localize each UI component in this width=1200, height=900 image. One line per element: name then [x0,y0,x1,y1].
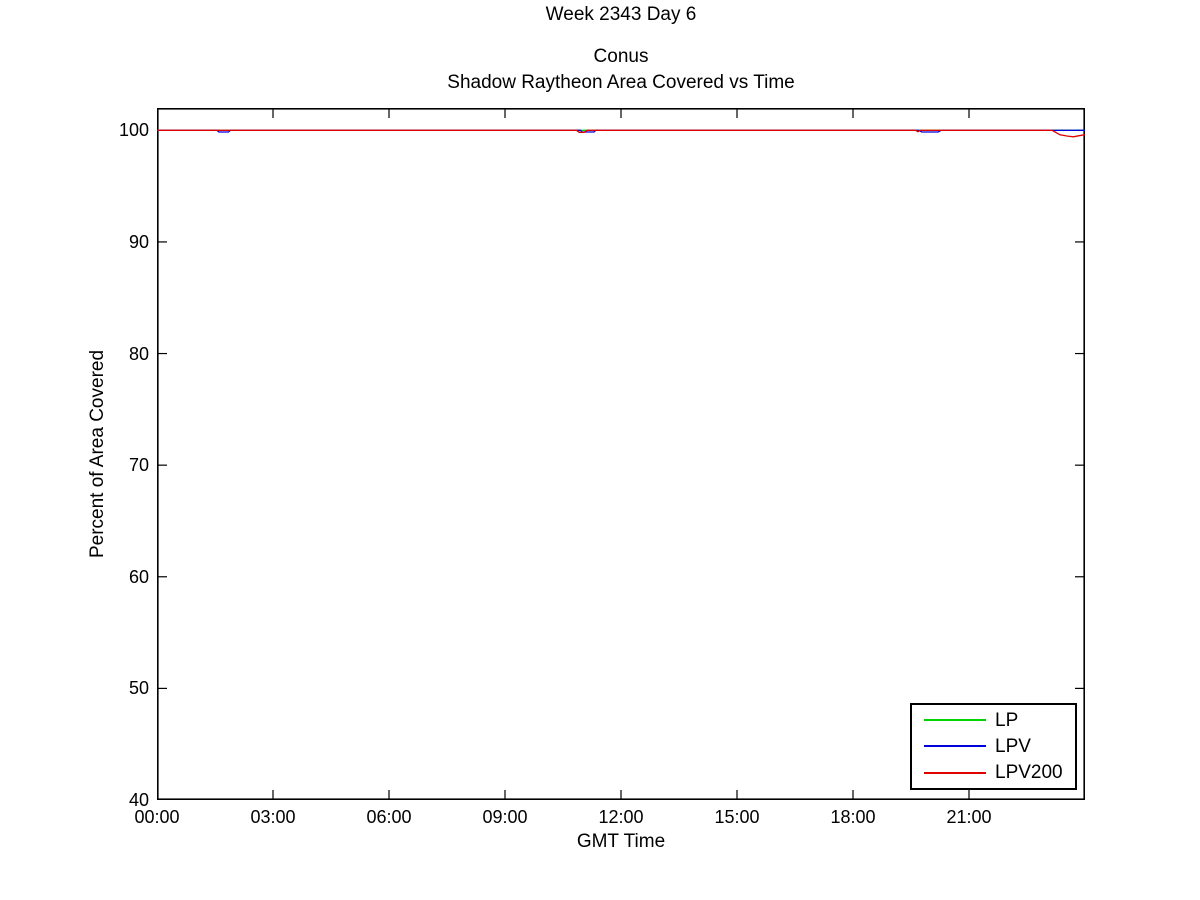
chart-canvas [157,108,1085,800]
x-axis-label: GMT Time [576,831,666,852]
series-line-LPV200 [157,129,1085,138]
legend-item-lpv200: LPV200 [912,763,1075,782]
legend-label-lpv200: LPV200 [995,762,1063,784]
lpv-line-swatch [924,745,986,748]
x-tick-label: 03:00 [250,807,296,827]
legend-item-lp: LP [912,711,1075,730]
x-tick-label: 15:00 [714,807,760,827]
y-tick-label: 50 [128,678,149,699]
legend-box: LP LPV LPV200 [910,703,1077,790]
chart-title-line-2: Shadow Raytheon Area Covered vs Time [447,72,795,93]
x-tick-label: 09:00 [482,807,528,827]
y-tick-label: 90 [128,231,149,252]
x-tick-label: 00:00 [134,807,180,827]
legend-label-lpv: LPV [995,735,1031,757]
legend-item-lpv: LPV [912,737,1075,756]
y-tick-label: 40 [128,790,149,810]
figure-suptitle: Week 2343 Day 6 [545,4,697,25]
plot-border [157,108,1085,800]
x-tick-label: 18:00 [830,807,876,827]
y-tick-label: 80 [128,343,149,364]
chart-title-line-1: Conus [593,46,649,67]
lp-line-swatch [924,719,986,722]
y-tick-label: 60 [128,566,149,587]
lpv200-line-swatch [924,771,986,774]
y-tick-label: 100 [118,120,149,141]
chart-title: Conus Shadow Raytheon Area Covered vs Ti… [157,44,1085,96]
x-tick-label: 21:00 [946,807,992,827]
x-tick-label: 12:00 [598,807,644,827]
series-line-LPV [157,129,1085,133]
y-tick-label: 70 [128,455,149,476]
x-tick-label: 06:00 [366,807,412,827]
legend-label-lp: LP [995,709,1019,731]
